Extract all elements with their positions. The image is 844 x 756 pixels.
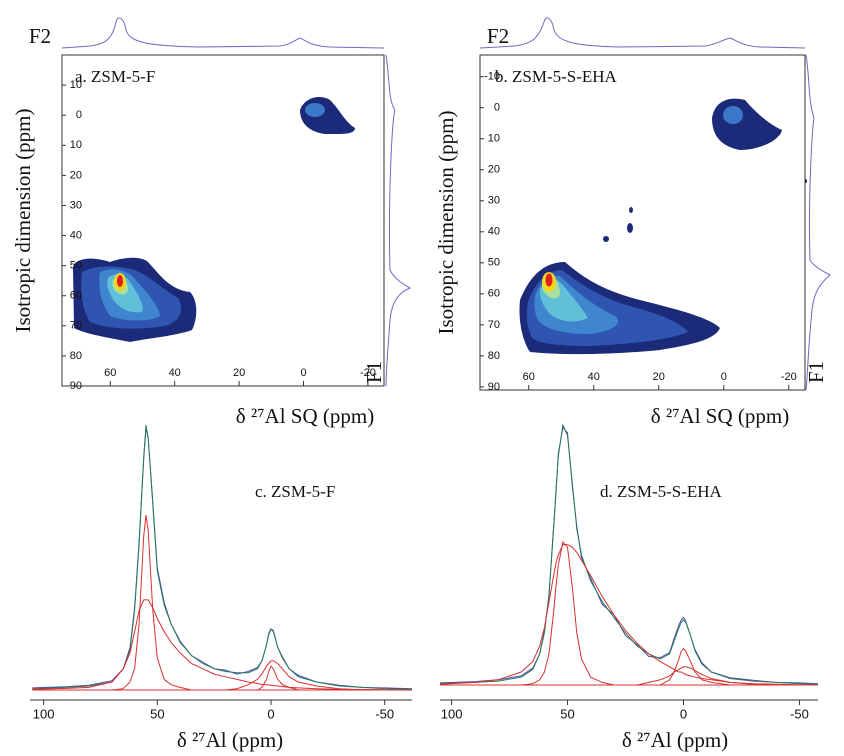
x-tick-label: -50 (375, 706, 394, 721)
spectrum-line (439, 426, 819, 685)
x-tick-label: 50 (560, 706, 574, 721)
contour-b (519, 98, 807, 355)
spectrum-line (32, 424, 413, 690)
x-tick-label: 0 (721, 371, 727, 383)
plot-frame (479, 54, 806, 391)
y-tick-label: 90 (488, 381, 500, 393)
panel-title: b. ZSM-5-S-EHA (495, 67, 618, 86)
x-tick-label: 20 (233, 367, 245, 379)
spectrum-line (32, 515, 412, 691)
y-axis-label: Isotropic dimension (ppm) (11, 109, 35, 333)
panel-title: a. ZSM-5-F (75, 67, 155, 86)
x-tick-label: 60 (104, 367, 116, 379)
y-tick-label: 0 (76, 109, 82, 121)
x-tick-label: 20 (653, 371, 665, 383)
x-tick-label: -50 (790, 706, 809, 721)
y-tick-label: -10 (484, 71, 500, 83)
x-tick-label: 100 (33, 706, 55, 721)
y-tick-label: 70 (488, 319, 500, 331)
y-tick-label: 80 (70, 350, 82, 362)
y-tick-label: 60 (488, 288, 500, 300)
f2-projection-b (479, 17, 806, 49)
f2-label: F2 (487, 24, 509, 48)
spectrum-line (440, 666, 818, 686)
y-tick-label: 0 (494, 102, 500, 114)
spectrum-line (440, 540, 818, 686)
plot-frame (61, 54, 385, 387)
y-tick-label: 40 (488, 226, 500, 238)
x-tick-label: 0 (267, 706, 274, 721)
y-tick-label: 30 (488, 195, 500, 207)
x-tick-label: 0 (300, 367, 306, 379)
f1-projection-a (385, 54, 412, 387)
y-tick-label: 20 (70, 169, 82, 181)
x-tick-label: 60 (523, 371, 535, 383)
f1-projection-b (805, 54, 831, 391)
spectrum-line (32, 660, 412, 691)
y-tick-label: 10 (70, 79, 82, 91)
x-tick-label: 40 (169, 367, 181, 379)
f2-projection-a (61, 17, 385, 49)
spectrum-line (32, 599, 413, 691)
y-tick-label: 70 (70, 320, 82, 332)
x-axis-label: δ ²⁷Al (ppm) (622, 728, 728, 752)
x-tick-label: 100 (441, 706, 463, 721)
spectrum-line (439, 544, 819, 686)
y-axis-label: Isotropic dimension (ppm) (434, 111, 458, 335)
panel-title: c. ZSM-5-F (255, 482, 335, 501)
spectrum-line (439, 423, 819, 685)
x-axis-label: δ ²⁷Al (ppm) (177, 728, 283, 752)
y-tick-label: 60 (70, 290, 82, 302)
f2-label: F2 (29, 24, 51, 48)
y-tick-label: 10 (488, 133, 500, 145)
x-tick-label: -20 (781, 371, 797, 383)
y-tick-label: 90 (70, 380, 82, 392)
x-tick-label: 40 (588, 371, 600, 383)
y-tick-label: 30 (70, 199, 82, 211)
x-axis-label: δ ²⁷Al SQ (ppm) (651, 404, 789, 428)
y-tick-label: 10 (70, 139, 82, 151)
y-tick-label: 20 (488, 164, 500, 176)
y-tick-label: 80 (488, 350, 500, 362)
x-axis-label: δ ²⁷Al SQ (ppm) (236, 404, 374, 428)
x-tick-label: 50 (150, 706, 164, 721)
y-tick-label: 50 (488, 257, 500, 269)
spectrum-line (32, 427, 413, 690)
f1-label: F1 (804, 361, 828, 383)
y-tick-label: 40 (70, 229, 82, 241)
x-tick-label: -20 (360, 367, 376, 379)
x-tick-label: 0 (680, 706, 687, 721)
contour-a (73, 97, 355, 342)
f1-label: F1 (362, 361, 386, 383)
y-tick-label: 50 (70, 260, 82, 272)
panel-title: d. ZSM-5-S-EHA (600, 482, 723, 501)
